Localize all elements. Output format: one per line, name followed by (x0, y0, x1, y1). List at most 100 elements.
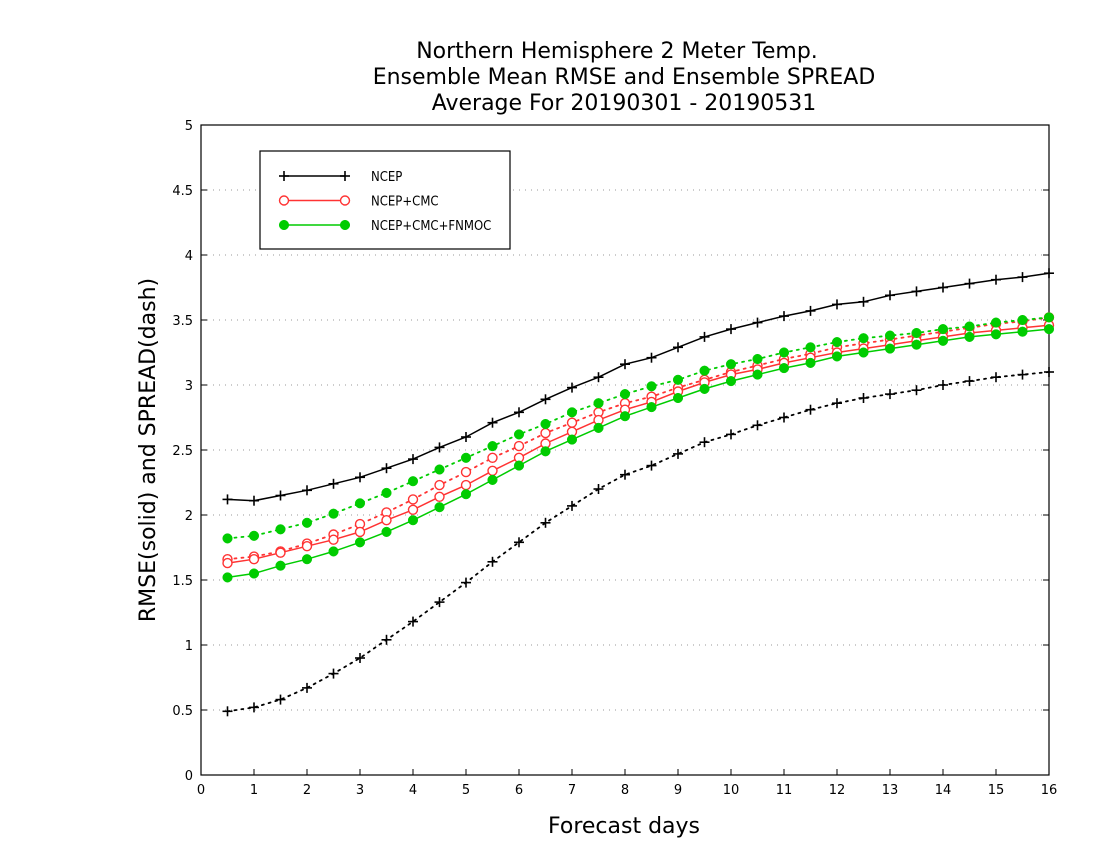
spread-point (832, 398, 842, 409)
x-tick-label: 15 (988, 783, 1005, 798)
rmse-point (275, 547, 286, 558)
rmse-point (832, 299, 842, 310)
spread-line (226, 316, 1050, 561)
x-tick-label: 1 (250, 783, 258, 798)
y-tick-label: 5 (185, 119, 193, 134)
rmse-point (885, 290, 895, 301)
spread-point (726, 429, 736, 440)
rmse-point (540, 394, 551, 405)
spread-line (226, 371, 1050, 713)
spread-point (566, 407, 578, 418)
rmse-point (487, 465, 498, 476)
spread-point (566, 417, 578, 428)
legend-marker (339, 195, 351, 206)
legend-label: NCEP+CMC+FNMOC (371, 219, 491, 234)
x-tick-label: 5 (462, 783, 470, 798)
spread-point (778, 347, 790, 358)
rmse-point (699, 383, 710, 394)
series-ncep (222, 268, 1054, 717)
title-line-2: Ensemble Mean RMSE and Ensemble SPREAD (373, 65, 876, 90)
spread-point (540, 427, 551, 439)
spread-point (619, 389, 631, 400)
spread-point (381, 634, 392, 645)
series-layer (222, 268, 1055, 717)
spread-point (460, 452, 472, 463)
spread-point (1044, 367, 1054, 377)
spread-point (1017, 369, 1028, 380)
legend-marker (278, 219, 290, 231)
spread-point (540, 517, 551, 528)
title-line-3: Average For 20190301 - 20190531 (432, 91, 817, 116)
spread-point (646, 381, 657, 392)
spread-point (858, 333, 869, 344)
rmse-point (672, 392, 684, 404)
spread-point (381, 487, 392, 498)
rmse-point (752, 369, 763, 380)
rmse-point (646, 402, 657, 413)
y-tick-label: 2 (185, 509, 193, 524)
rmse-point (249, 495, 259, 506)
rmse-point (673, 342, 683, 353)
spread-point (620, 469, 630, 480)
rmse-point (752, 317, 763, 328)
y-tick-label: 2.5 (172, 444, 193, 459)
y-tick-label: 4 (185, 249, 193, 264)
rmse-point (434, 442, 445, 453)
series-ncep-cmc (222, 312, 1055, 569)
series-ncep-cmc-fnmoc (222, 312, 1055, 583)
spread-point (513, 440, 525, 452)
spread-point (805, 404, 816, 415)
y-tick-label: 1 (185, 639, 193, 654)
rmse-point (937, 335, 949, 346)
x-tick-label: 6 (515, 783, 523, 798)
spread-point (487, 441, 498, 452)
x-tick-label: 4 (409, 783, 417, 798)
spread-point (699, 365, 710, 376)
legend-item: NCEP+CMC+FNMOC (278, 219, 491, 234)
spread-point (222, 706, 233, 717)
rmse-point (805, 357, 816, 368)
rmse-point (275, 560, 286, 571)
rmse-point (964, 331, 975, 342)
spread-point (646, 460, 657, 471)
spread-point (937, 324, 949, 335)
rmse-point (778, 363, 790, 374)
rmse-point (619, 411, 631, 422)
y-tick-label: 1.5 (172, 574, 193, 589)
rmse-point (222, 494, 233, 505)
rmse-point (1043, 324, 1055, 335)
spread-point (407, 494, 419, 505)
chart-title: Northern Hemisphere 2 Meter Temp. Ensemb… (373, 39, 876, 116)
spread-point (964, 321, 975, 332)
spread-point (1017, 314, 1028, 326)
spread-point (275, 524, 286, 535)
legend-marker (339, 219, 351, 231)
rmse-point (884, 343, 896, 354)
rmse-point (434, 502, 445, 513)
y-tick-label: 3.5 (172, 314, 193, 329)
rmse-point (858, 296, 869, 307)
spread-point (222, 533, 233, 544)
spread-point (858, 393, 869, 403)
x-tick-label: 12 (829, 783, 846, 798)
rmse-point (1017, 272, 1028, 283)
x-tick-label: 16 (1041, 783, 1058, 798)
spread-point (673, 448, 683, 459)
rmse-point (990, 329, 1002, 340)
rmse-point (487, 417, 498, 428)
rmse-point (460, 479, 472, 491)
spread-point (540, 418, 551, 430)
spread-point (752, 420, 763, 431)
spread-point (938, 380, 948, 390)
legend-label: NCEP (371, 170, 402, 185)
rmse-point (805, 305, 816, 316)
spread-point (725, 359, 737, 370)
spread-point (752, 353, 763, 365)
spread-point (355, 653, 365, 663)
spread-point (672, 374, 684, 385)
rmse-point (566, 434, 578, 445)
rmse-point (328, 478, 339, 489)
spread-point (567, 500, 577, 511)
rmse-point (593, 372, 604, 383)
